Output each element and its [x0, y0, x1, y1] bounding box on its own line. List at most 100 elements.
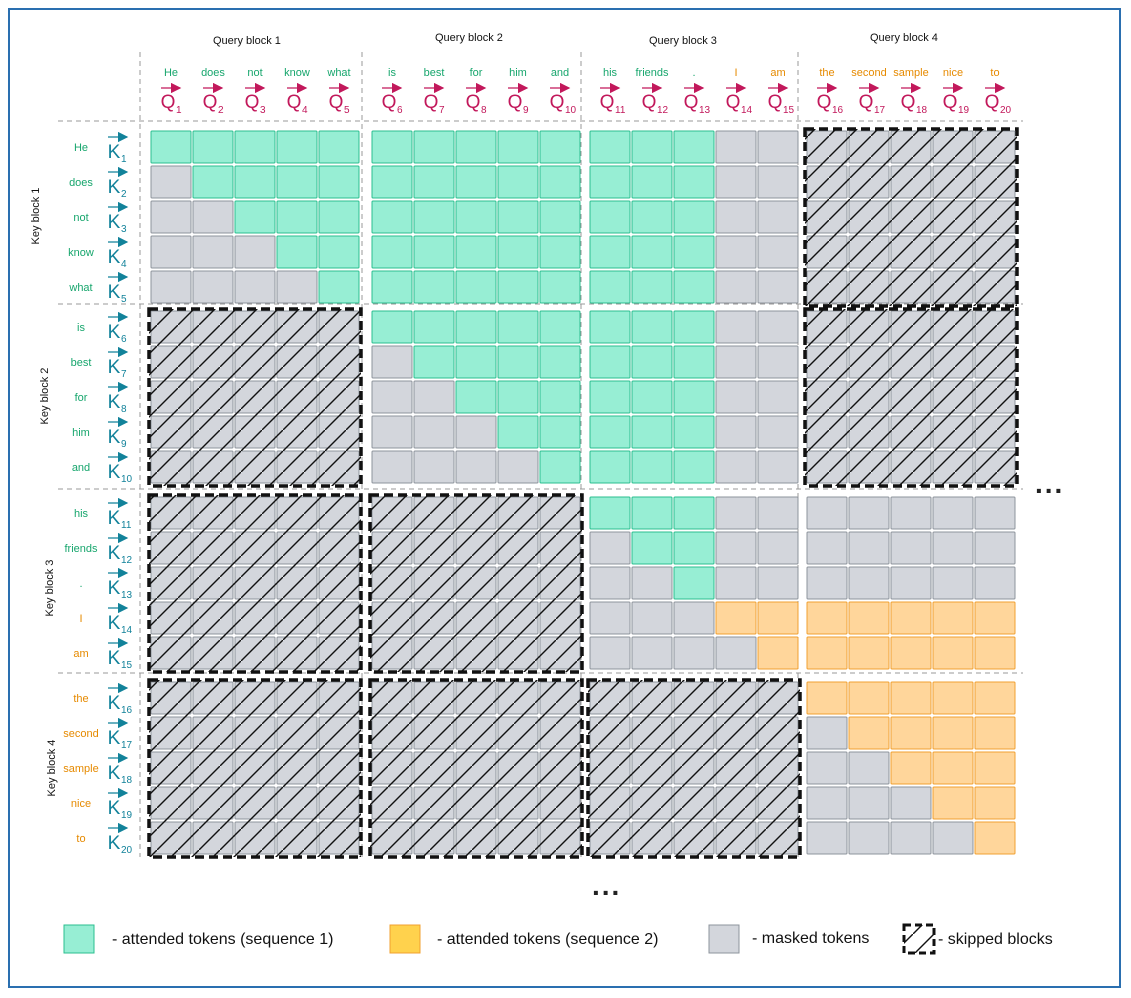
key-token-10: and [72, 462, 90, 474]
cell-k8-q8 [455, 380, 497, 414]
cell-k12-q13 [673, 531, 715, 565]
cell-k3-q2 [192, 200, 234, 234]
query-vector-6: Q [382, 92, 397, 113]
query-vector-2: Q [203, 92, 218, 113]
cell-k2-q1 [150, 165, 192, 199]
cell-k6-q8 [455, 310, 497, 344]
skip-border-k2-q4 [803, 307, 1019, 488]
query-subscript-19: 19 [958, 105, 970, 116]
cell-k8-q13 [673, 380, 715, 414]
cell-k4-q11 [589, 235, 631, 269]
cell-k3-q7 [413, 200, 455, 234]
cell-k1-q13 [673, 130, 715, 164]
cell-k12-q12 [631, 531, 673, 565]
key-subscript-2: 2 [121, 189, 127, 200]
cell-k1-q15 [757, 130, 799, 164]
key-vector-2: K [108, 177, 121, 198]
cell-k14-q16 [806, 601, 848, 635]
cell-k17-q19 [932, 716, 974, 750]
cell-k6-q11 [589, 310, 631, 344]
query-token-8: for [470, 67, 483, 79]
query-subscript-9: 9 [523, 105, 529, 116]
cell-k15-q20 [974, 636, 1016, 670]
cell-k7-q13 [673, 345, 715, 379]
cell-k10-q15 [757, 450, 799, 484]
query-subscript-15: 15 [783, 105, 795, 116]
skip-border-k1-q4 [803, 127, 1019, 308]
legend-seq2-label: - attended tokens (sequence 2) [437, 931, 659, 948]
query-token-5: what [326, 67, 350, 79]
cell-k10-q8 [455, 450, 497, 484]
key-token-13: . [79, 578, 82, 590]
key-vector-5: K [108, 282, 121, 303]
query-subscript-7: 7 [439, 105, 445, 116]
legend-masked-swatch [708, 924, 740, 954]
cell-k5-q11 [589, 270, 631, 304]
cell-k12-q16 [806, 531, 848, 565]
key-vector-3: K [108, 212, 121, 233]
cell-k4-q12 [631, 235, 673, 269]
cell-k2-q7 [413, 165, 455, 199]
cell-k11-q15 [757, 496, 799, 530]
cell-k6-q9 [497, 310, 539, 344]
cell-k9-q10 [539, 415, 581, 449]
key-subscript-5: 5 [121, 294, 127, 305]
cell-k5-q14 [715, 270, 757, 304]
skip-hatch-k2-q4 [805, 309, 1017, 486]
cell-k15-q16 [806, 636, 848, 670]
skip-border-k3-q1 [147, 493, 363, 674]
cell-k14-q19 [932, 601, 974, 635]
query-block-4-label: Query block 4 [870, 32, 938, 44]
key-token-7: best [71, 357, 92, 369]
key-subscript-20: 20 [121, 845, 133, 856]
query-token-7: best [424, 67, 445, 79]
skip-border-k4-q1 [147, 678, 363, 859]
query-subscript-17: 17 [874, 105, 886, 116]
query-subscript-2: 2 [218, 105, 224, 116]
cell-k3-q1 [150, 200, 192, 234]
cell-k19-q19 [932, 786, 974, 820]
skip-hatch-k4-q1 [149, 680, 361, 857]
query-token-4: know [284, 67, 310, 79]
key-token-19: nice [71, 798, 91, 810]
cell-k14-q13 [673, 601, 715, 635]
key-token-20: to [76, 833, 85, 845]
cell-k10-q7 [413, 450, 455, 484]
cell-k5-q3 [234, 270, 276, 304]
key-vector-18: K [108, 763, 121, 784]
cell-k14-q14 [715, 601, 757, 635]
query-token-9: him [509, 67, 527, 79]
query-subscript-16: 16 [832, 105, 844, 116]
cell-k14-q20 [974, 601, 1016, 635]
cell-k1-q9 [497, 130, 539, 164]
key-token-15: am [73, 648, 88, 660]
cell-k5-q8 [455, 270, 497, 304]
legend-masked-label: - masked tokens [752, 930, 870, 947]
key-token-9: him [72, 427, 90, 439]
cell-k5-q15 [757, 270, 799, 304]
key-token-16: the [73, 693, 88, 705]
cell-k6-q15 [757, 310, 799, 344]
key-vector-19: K [108, 798, 121, 819]
key-subscript-15: 15 [121, 660, 133, 671]
query-vector-3: Q [245, 92, 260, 113]
query-token-11: his [603, 67, 618, 79]
cell-k3-q6 [371, 200, 413, 234]
query-vector-9: Q [508, 92, 523, 113]
cell-k7-q10 [539, 345, 581, 379]
cell-k2-q14 [715, 165, 757, 199]
cell-k9-q12 [631, 415, 673, 449]
cell-k20-q17 [848, 821, 890, 855]
cell-k18-q17 [848, 751, 890, 785]
key-subscript-19: 19 [121, 810, 133, 821]
key-subscript-10: 10 [121, 474, 133, 485]
query-token-20: to [990, 67, 999, 79]
legend-skipped-swatch [902, 923, 936, 955]
cell-k9-q8 [455, 415, 497, 449]
cell-k3-q10 [539, 200, 581, 234]
key-subscript-17: 17 [121, 740, 133, 751]
key-token-17: second [63, 728, 98, 740]
cell-k9-q14 [715, 415, 757, 449]
cell-k9-q6 [371, 415, 413, 449]
